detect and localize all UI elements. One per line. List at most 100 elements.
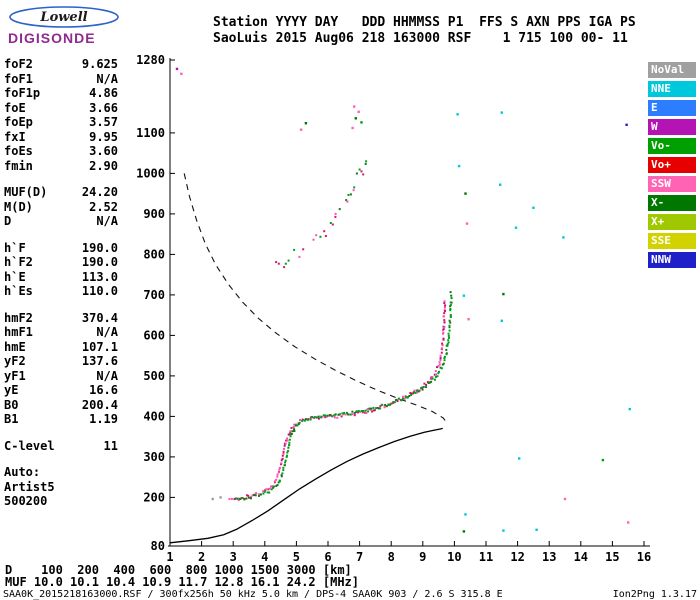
echo-dot-SSW <box>357 110 360 113</box>
parameter-row: Auto: <box>4 465 118 480</box>
legend-label: NNE <box>651 82 671 95</box>
legend-item-X-: X- <box>648 195 696 211</box>
parameter-row: fmin 2.90 <box>4 159 118 174</box>
y-tick-label: 900 <box>143 207 165 221</box>
parameter-value: 110.0 <box>81 284 118 298</box>
echo-dot-SSW <box>467 318 470 321</box>
parameter-row: Artist5 <box>4 480 118 495</box>
legend-item-Vo-: Vo- <box>648 138 696 154</box>
parameter-name: MUF(D) <box>4 185 48 199</box>
lowell-digisonde-logo: Lowell DIGISONDE <box>6 4 124 50</box>
logo-digisonde-text: DIGISONDE <box>8 30 96 46</box>
parameter-row: M(D) 2.52 <box>4 200 118 215</box>
legend-label: SSW <box>651 177 671 190</box>
y-tick-label: 800 <box>143 247 165 261</box>
parameter-name: fmin <box>4 158 33 173</box>
x-tick-label: 2 <box>198 550 205 564</box>
echo-dot-NNE <box>464 513 467 516</box>
legend-label: X+ <box>651 215 665 228</box>
x-tick-label: 10 <box>447 550 461 564</box>
footer-file-info: SAA0K_2015218163000.RSF / 300fx256h 50 k… <box>3 589 503 600</box>
echo-dot-SSW <box>353 105 356 108</box>
legend-item-NoVal: NoVal <box>648 62 696 78</box>
parameter-name: h`F <box>4 240 26 255</box>
y-tick-label: 600 <box>143 328 165 342</box>
echo-dot-NNE <box>456 113 459 116</box>
x-tick-label: 14 <box>574 550 588 564</box>
legend-label: Vo+ <box>651 158 671 171</box>
parameter-group: Auto: Artist5 500200 <box>4 465 118 509</box>
header-line-2: SaoLuis 2015 Aug06 218 163000 RSF 1 715 … <box>213 31 628 46</box>
logo-lowell-text: Lowell <box>40 10 88 25</box>
parameter-value: 9.625 <box>81 57 118 71</box>
echo-dot-X- <box>464 192 467 195</box>
parameter-row: h`Es 110.0 <box>4 284 118 299</box>
parameter-value: 3.66 <box>89 100 118 115</box>
parameter-group: C-level 11 <box>4 439 118 454</box>
parameter-row: hmE 107.1 <box>4 340 118 355</box>
parameter-name: M(D) <box>4 199 33 214</box>
parameter-row: B1 1.19 <box>4 412 118 427</box>
f-trace-ordinary <box>228 300 447 501</box>
footer-status-bar: SAA0K_2015218163000.RSF / 300fx256h 50 k… <box>3 589 697 600</box>
parameter-name: B1 <box>4 412 19 426</box>
echo-dot-SSW <box>627 521 630 524</box>
x-tick-label: 7 <box>356 550 363 564</box>
parameter-name: Artist5 <box>4 479 55 494</box>
echo-dot-W <box>175 67 179 71</box>
x-tick-label: 5 <box>293 550 300 564</box>
x-tick-label: 9 <box>419 550 426 564</box>
parameter-row: foEp 3.57 <box>4 115 118 130</box>
parameter-row: B0 200.4 <box>4 398 118 413</box>
second-order-f-trace <box>275 160 368 269</box>
echo-dot-NNE <box>457 164 461 168</box>
echo-dot-NNW <box>625 123 628 126</box>
x-tick-label: 8 <box>388 550 395 564</box>
legend-label: Vo- <box>651 139 671 152</box>
parameter-name: foEp <box>4 115 33 129</box>
x-tick-label: 4 <box>261 550 268 564</box>
parameter-group: hmF2 370.4 hmF1 N/A hmE 107.1 yF2 137.6 yF1 N/A yE… <box>4 311 118 427</box>
parameter-row: foF1p 4.86 <box>4 86 118 101</box>
echo-dot-X- <box>354 117 357 120</box>
parameter-group: foF2 9.625 foF1 N/A foF1p 4.86 foE 3.66 foEp 3.57… <box>4 57 118 173</box>
x-tick-label: 3 <box>230 550 237 564</box>
echo-dot-NNE <box>518 457 521 460</box>
parameter-row: yE 16.6 <box>4 383 118 398</box>
legend-item-W: W <box>648 119 696 135</box>
muf-transmission-curve <box>183 173 448 425</box>
y-tick-label: 300 <box>143 450 165 464</box>
parameter-row: yF1 N/A <box>4 369 118 384</box>
legend-item-SSW: SSW <box>648 176 696 192</box>
parameter-name: foE <box>4 100 26 115</box>
parameter-row: foF2 9.625 <box>4 57 118 72</box>
legend-label: X- <box>651 196 665 209</box>
parameter-value: N/A <box>96 325 118 339</box>
echo-dot-SSW <box>351 126 354 130</box>
echo-dot-NNE <box>500 319 503 322</box>
y-tick-label: 1280 <box>136 53 165 67</box>
f-trace-extraordinary <box>234 291 453 501</box>
parameter-name: C-level <box>4 438 55 453</box>
d-muf-table: D 100 200 400 600 800 1000 1500 3000 [km… <box>5 563 360 589</box>
legend-label: SSE <box>651 234 671 247</box>
echo-dot-NoVal <box>219 496 222 499</box>
echo-dot-NNE <box>499 183 502 186</box>
footer-program-version: Ion2Png 1.3.17 <box>612 589 697 600</box>
parameter-row: C-level 11 <box>4 439 118 454</box>
parameter-name: yF2 <box>4 354 26 368</box>
echo-dot-Vo- <box>360 121 363 124</box>
true-height-profile-curve <box>169 427 443 544</box>
parameter-value: 113.0 <box>81 269 118 284</box>
echo-dot-NNE <box>535 528 538 531</box>
y-tick-label: 500 <box>143 369 165 383</box>
legend-label: E <box>651 101 658 114</box>
parameter-value: 200.4 <box>81 397 118 412</box>
echo-dot-NNE <box>462 294 466 297</box>
parameter-name: yF1 <box>4 368 26 383</box>
echo-dot-NNE <box>562 236 565 239</box>
y-tick-label: 80 <box>151 539 165 553</box>
echo-dot-X- <box>502 292 505 296</box>
x-tick-label: 15 <box>605 550 619 564</box>
